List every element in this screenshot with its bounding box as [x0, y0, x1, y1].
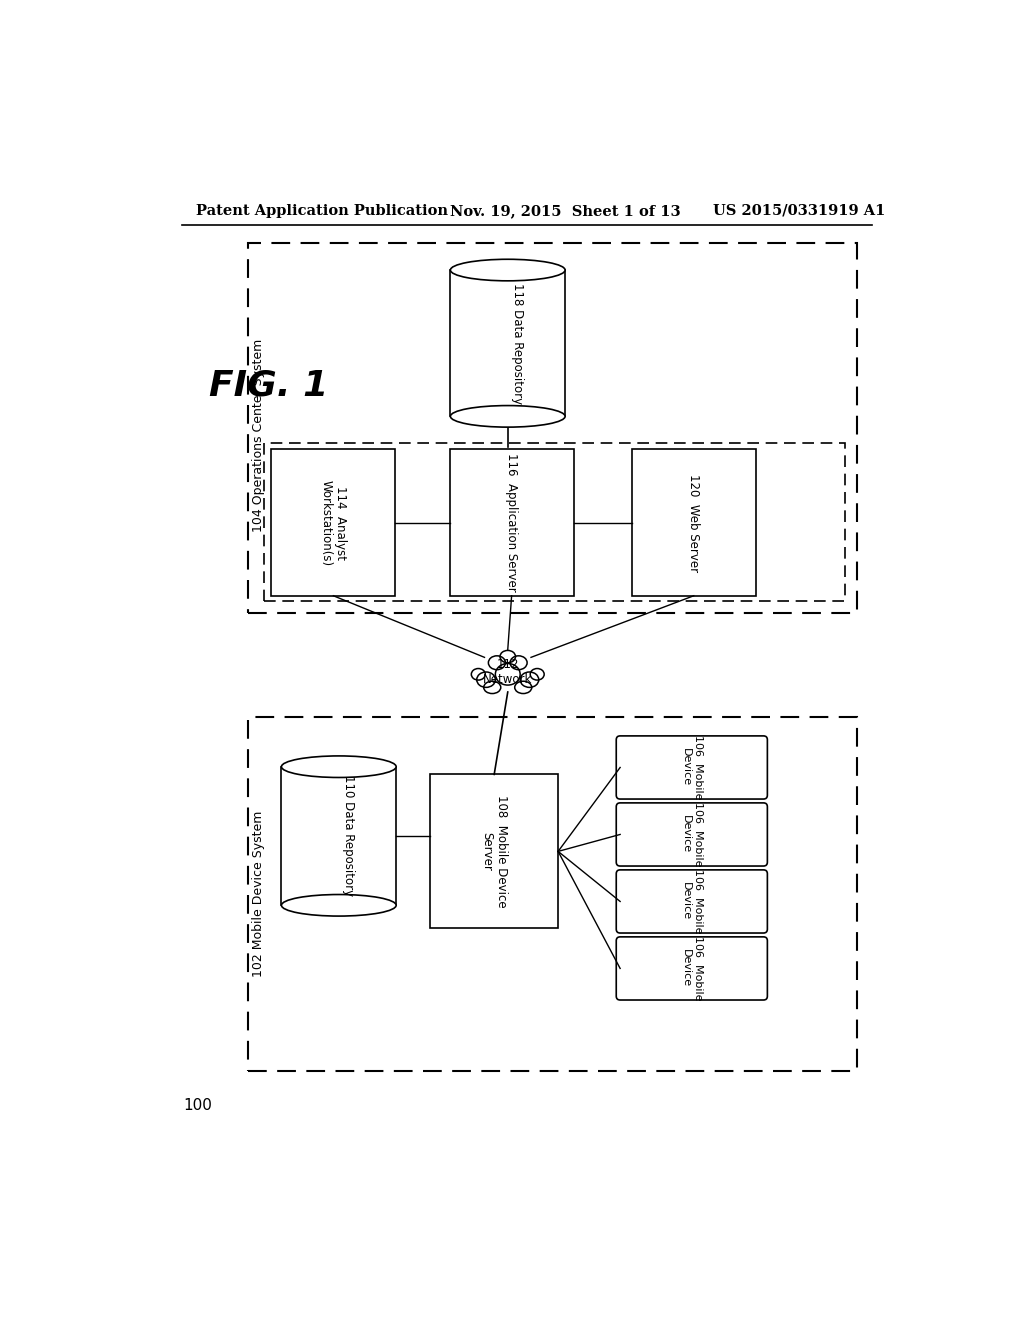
- FancyBboxPatch shape: [616, 737, 767, 799]
- FancyBboxPatch shape: [430, 775, 558, 928]
- Ellipse shape: [471, 668, 485, 680]
- FancyBboxPatch shape: [616, 937, 767, 1001]
- Text: US 2015/0331919 A1: US 2015/0331919 A1: [713, 203, 886, 218]
- Ellipse shape: [515, 681, 531, 693]
- Ellipse shape: [496, 664, 520, 685]
- Text: Nov. 19, 2015  Sheet 1 of 13: Nov. 19, 2015 Sheet 1 of 13: [450, 203, 680, 218]
- Ellipse shape: [530, 668, 544, 680]
- Text: 118 Data Repository: 118 Data Repository: [511, 282, 523, 404]
- Ellipse shape: [451, 259, 565, 281]
- FancyBboxPatch shape: [632, 449, 756, 595]
- Text: 106  Mobile
Device: 106 Mobile Device: [681, 869, 702, 933]
- Text: 106  Mobile
Device: 106 Mobile Device: [681, 735, 702, 800]
- Ellipse shape: [477, 672, 496, 688]
- Ellipse shape: [483, 681, 501, 693]
- Text: Patent Application Publication: Patent Application Publication: [197, 203, 449, 218]
- Text: 106  Mobile
Device: 106 Mobile Device: [681, 936, 702, 1001]
- Ellipse shape: [500, 651, 515, 663]
- Text: 104 Operations Center System: 104 Operations Center System: [253, 339, 265, 532]
- FancyBboxPatch shape: [616, 870, 767, 933]
- Ellipse shape: [488, 656, 506, 669]
- Ellipse shape: [510, 656, 527, 669]
- Text: 100: 100: [183, 1098, 213, 1113]
- Text: 106  Mobile
Device: 106 Mobile Device: [681, 803, 702, 867]
- FancyBboxPatch shape: [450, 449, 573, 595]
- Ellipse shape: [282, 756, 396, 777]
- Text: FIG. 1: FIG. 1: [209, 368, 329, 403]
- Ellipse shape: [282, 895, 396, 916]
- FancyBboxPatch shape: [616, 803, 767, 866]
- Text: 110 Data Repository: 110 Data Repository: [342, 775, 354, 896]
- Text: 120  Web Server: 120 Web Server: [687, 474, 700, 572]
- Ellipse shape: [451, 405, 565, 428]
- Text: 114  Analyst
Workstation(s): 114 Analyst Workstation(s): [319, 479, 347, 566]
- FancyBboxPatch shape: [248, 243, 856, 612]
- Text: 112
Network: 112 Network: [483, 657, 532, 686]
- Text: 102 Mobile Device System: 102 Mobile Device System: [253, 810, 265, 977]
- FancyBboxPatch shape: [271, 449, 395, 595]
- Ellipse shape: [520, 672, 539, 688]
- FancyBboxPatch shape: [263, 444, 845, 601]
- Text: 116  Application Server: 116 Application Server: [505, 453, 518, 591]
- Text: 108  Mobile Device
Server: 108 Mobile Device Server: [480, 795, 508, 908]
- FancyBboxPatch shape: [248, 717, 856, 1071]
